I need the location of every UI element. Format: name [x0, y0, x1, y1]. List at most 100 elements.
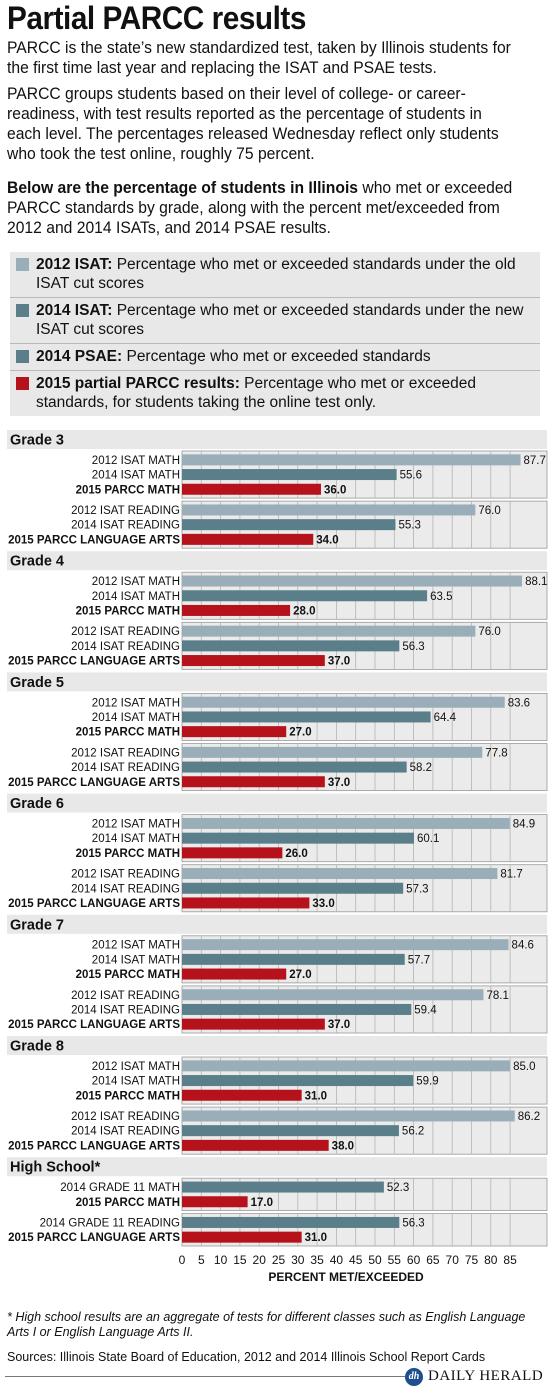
bar-value-label: 57.7 — [408, 954, 430, 966]
bar-value-label: 56.3 — [402, 641, 424, 653]
bar-value-label: 55.6 — [400, 470, 422, 482]
footer-rule — [5, 1376, 405, 1377]
bar-label: 2012 ISAT MATH — [92, 576, 180, 588]
bar-label: 2012 ISAT READING — [71, 1111, 180, 1123]
x-tick-label: 50 — [368, 1253, 382, 1267]
bar-label: 2015 PARCC LANGUAGE ARTS — [8, 1019, 180, 1031]
bar-value-label: 56.3 — [402, 1217, 424, 1229]
bar-value-label: 86.2 — [518, 1111, 540, 1123]
x-tick-label: 40 — [330, 1253, 344, 1267]
bar-label: 2014 ISAT MATH — [92, 470, 180, 482]
bar-label: 2015 PARCC MATH — [76, 1197, 180, 1209]
group-header-band — [7, 793, 547, 813]
bar — [182, 1125, 399, 1137]
bar-label: 2014 ISAT MATH — [92, 712, 180, 724]
bar-value-label: 37.0 — [328, 656, 350, 668]
bar — [182, 847, 283, 859]
legend-swatch-isat2014 — [16, 304, 29, 317]
bar-value-label: 87.7 — [524, 455, 546, 467]
group-header: Grade 7 — [10, 917, 64, 933]
bar-label: 2012 ISAT MATH — [92, 455, 180, 467]
bar-value-label: 27.0 — [289, 727, 311, 739]
bar — [182, 604, 291, 616]
bar — [182, 711, 431, 723]
bar-value-label: 55.3 — [398, 520, 420, 532]
bar — [182, 1231, 302, 1243]
bar — [182, 1196, 248, 1208]
x-tick-label: 20 — [253, 1253, 267, 1267]
page-title: Partial PARCC results — [7, 0, 306, 36]
bar — [182, 1110, 515, 1122]
bar-value-label: 31.0 — [305, 1232, 327, 1244]
sources-line: Sources: Illinois State Board of Educati… — [7, 1350, 486, 1364]
bar-value-label: 60.1 — [417, 833, 439, 845]
bar — [182, 483, 321, 495]
bar-value-label: 85.0 — [513, 1061, 535, 1073]
bar-value-label: 77.8 — [485, 747, 507, 759]
bar — [182, 655, 325, 667]
bar-label: 2015 PARCC LANGUAGE ARTS — [8, 656, 180, 668]
bar-label: 2014 ISAT MATH — [92, 1076, 180, 1088]
x-tick-label: 10 — [214, 1253, 228, 1267]
bar-value-label: 63.5 — [430, 591, 452, 603]
x-tick-label: 60 — [407, 1253, 421, 1267]
bar — [182, 1018, 325, 1030]
bar-label: 2012 ISAT MATH — [92, 818, 180, 830]
bar — [182, 1060, 511, 1072]
bar — [182, 953, 405, 965]
x-axis-label: PERCENT MET/EXCEEDED — [268, 1270, 424, 1284]
lead-paragraph: Below are the percentage of students in … — [7, 178, 520, 238]
bar-label: 2015 PARCC LANGUAGE ARTS — [8, 898, 180, 910]
bar-label: 2012 ISAT READING — [71, 626, 180, 638]
bar-label: 2014 ISAT READING — [71, 641, 180, 653]
legend-key-psae2014: 2014 PSAE: — [36, 348, 123, 365]
bar — [182, 868, 498, 880]
legend-key-parcc2015: 2015 partial PARCC results: — [36, 375, 240, 392]
x-tick-label: 70 — [446, 1253, 460, 1267]
bar — [182, 625, 476, 637]
bar — [182, 968, 287, 980]
bar-value-label: 37.0 — [328, 1019, 350, 1031]
bar-label: 2014 GRADE 11 MATH — [60, 1182, 180, 1194]
bar — [182, 469, 397, 481]
bar-label: 2014 ISAT MATH — [92, 954, 180, 966]
group-header-band — [7, 1036, 547, 1055]
group-header: Grade 3 — [10, 433, 64, 449]
bar-value-label: 78.1 — [486, 990, 508, 1002]
bar-label: 2012 ISAT READING — [71, 990, 180, 1002]
bar-label: 2015 PARCC MATH — [76, 969, 180, 981]
bar — [182, 817, 510, 829]
bar-value-label: 27.0 — [289, 969, 311, 981]
legend-item-psae2014: 2014 PSAE: Percentage who met or exceede… — [10, 344, 540, 371]
bar-value-label: 58.2 — [410, 762, 432, 774]
bar-value-label: 88.1 — [525, 576, 547, 588]
x-tick-label: 35 — [310, 1253, 324, 1267]
bar-value-label: 17.0 — [251, 1197, 273, 1209]
x-tick-label: 85 — [503, 1253, 517, 1267]
legend-item-isat2012: 2012 ISAT: Percentage who met or exceede… — [10, 252, 540, 298]
bar — [182, 989, 484, 1001]
legend-text-psae2014: Percentage who met or exceeded standards — [122, 348, 431, 365]
intro-paragraph-2: PARCC groups students based on their lev… — [7, 85, 499, 163]
x-tick-label: 45 — [349, 1253, 363, 1267]
bar-value-label: 76.0 — [478, 626, 500, 638]
bar — [182, 1075, 414, 1087]
group-header-band — [7, 914, 547, 934]
bar-value-label: 37.0 — [328, 777, 350, 789]
bar — [182, 1216, 400, 1228]
x-tick-label: 5 — [198, 1253, 205, 1267]
bar — [182, 746, 483, 758]
bar-value-label: 84.9 — [513, 818, 535, 830]
group-header: Grade 8 — [10, 1039, 64, 1055]
legend-key-isat2012: 2012 ISAT: — [36, 256, 113, 273]
bar — [182, 897, 310, 909]
bar-label: 2014 ISAT READING — [71, 1126, 180, 1138]
legend: 2012 ISAT: Percentage who met or exceede… — [10, 252, 540, 416]
bar-value-label: 33.0 — [312, 898, 334, 910]
bar — [182, 590, 428, 602]
x-tick-label: 0 — [179, 1253, 186, 1267]
bar-value-label: 26.0 — [285, 848, 307, 860]
bar-value-label: 83.6 — [508, 697, 530, 709]
bar-label: 2014 ISAT READING — [71, 762, 180, 774]
group-header-band — [7, 430, 547, 449]
